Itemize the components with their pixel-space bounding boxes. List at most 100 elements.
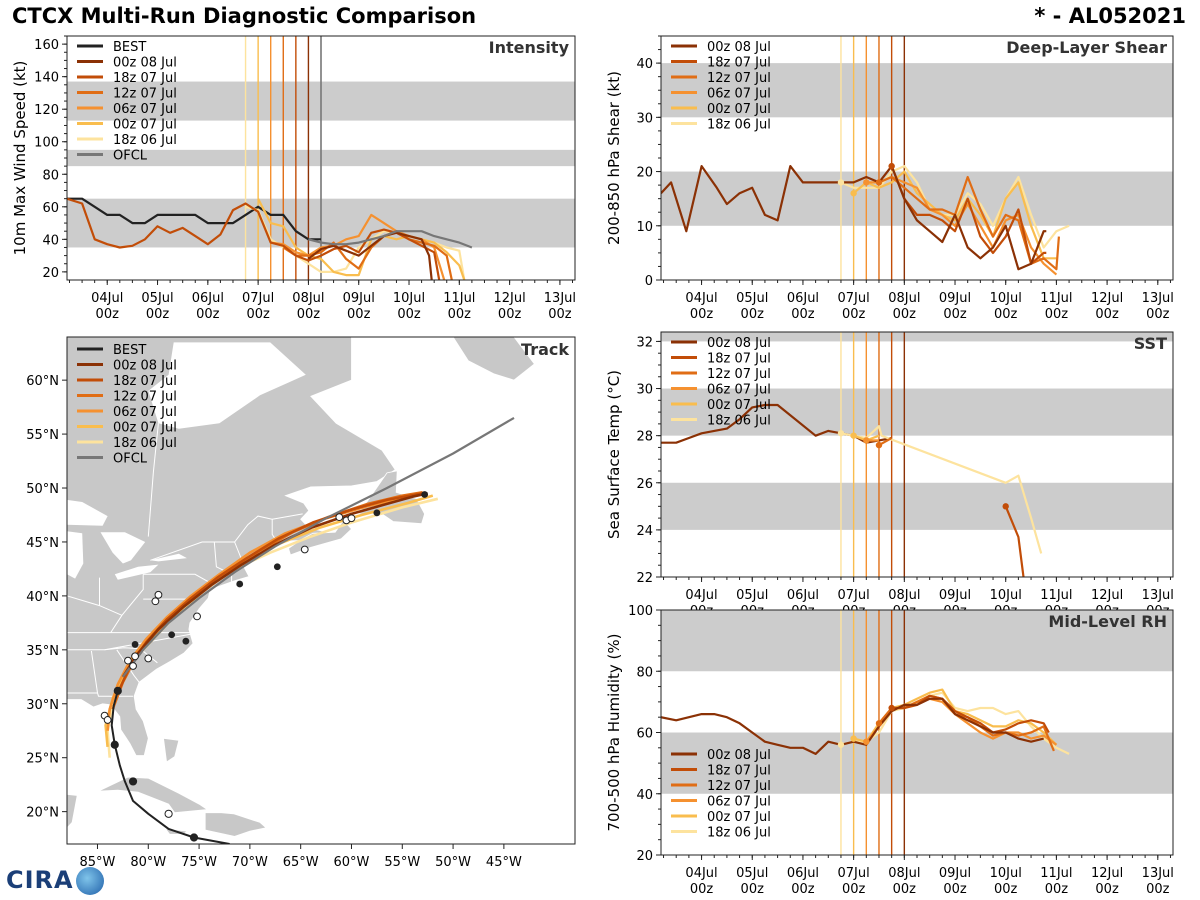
sst-xtick-label: 11Jul — [1040, 588, 1072, 603]
intensity-panel-title: Intensity — [489, 38, 570, 57]
intensity-ytick-label: 160 — [34, 38, 59, 53]
shear-xtick-label: 00z — [994, 307, 1018, 322]
shear-ytick-label: 30 — [636, 111, 653, 126]
rh-legend-label: 06z 07 Jul — [707, 795, 771, 810]
shear-ylabel: 200-850 hPa Shear (kt) — [605, 71, 623, 245]
rh-xtick-label: 00z — [842, 882, 866, 897]
track-plot-area — [67, 337, 575, 844]
track-point-open — [347, 514, 356, 523]
rh-xtick-label: 00z — [741, 882, 765, 897]
shear-xtick-label: 00z — [741, 307, 765, 322]
shear-xtick-label: 05Jul — [736, 291, 768, 306]
sst-xtick-label: 10Jul — [990, 588, 1022, 603]
intensity-ylabel: 10m Max Wind Speed (kt) — [11, 61, 29, 256]
track-point-open — [151, 597, 160, 606]
rh-xtick-label: 06Jul — [787, 866, 819, 881]
sst-legend-label: 00z 07 Jul — [707, 398, 771, 413]
sst-ytick-label: 28 — [636, 430, 653, 445]
rh-xtick-label: 00z — [791, 882, 815, 897]
sst-panel-title: SST — [1134, 334, 1167, 353]
intensity-panel: 2040608010012014016004Jul00z05Jul00z06Ju… — [11, 35, 576, 322]
sst-ytick-label: 24 — [636, 524, 653, 539]
intensity-legend-label: 06z 07 Jul — [113, 102, 177, 117]
rh-xtick-label: 00z — [943, 882, 967, 897]
intensity-xtick-label: 05Jul — [141, 291, 173, 306]
track-lat-label: 50°N — [26, 482, 59, 497]
shear-xtick-label: 12Jul — [1091, 291, 1123, 306]
border-ga-sc — [116, 649, 140, 683]
intensity-legend-label: BEST — [113, 40, 146, 55]
shear-ytick-label: 0 — [645, 274, 653, 289]
rh-xtick-label: 00z — [994, 882, 1018, 897]
track-lat-label: 35°N — [26, 644, 59, 659]
track-lat-label: 30°N — [26, 698, 59, 713]
sst-ytick-label: 32 — [636, 335, 653, 350]
sst-init-marker — [1002, 503, 1009, 510]
track-legend-label: 00z 08 Jul — [113, 359, 177, 374]
intensity-xtick-label: 00z — [297, 307, 321, 322]
rh-xtick-label: 04Jul — [685, 866, 717, 881]
border-nb-qc — [272, 513, 303, 520]
rh-band — [661, 732, 1173, 794]
sst-init-marker — [837, 430, 845, 437]
intensity-xtick-label: 00z — [196, 307, 220, 322]
border-wv-oh — [110, 574, 144, 633]
rh-plot-area — [661, 610, 1173, 855]
sst-xtick-label: 07Jul — [838, 588, 870, 603]
best-track-point — [164, 809, 173, 818]
best-track-point — [128, 777, 138, 786]
shear-series-line — [852, 170, 1057, 260]
shear-xtick-label: 04Jul — [685, 291, 717, 306]
intensity-series-line — [308, 230, 473, 249]
sst-init-marker — [850, 432, 857, 439]
intensity-xtick-label: 00z — [96, 307, 120, 322]
lake-ontario — [150, 553, 187, 562]
sst-xtick-label: 13Jul — [1142, 588, 1174, 603]
shear-xtick-label: 10Jul — [990, 291, 1022, 306]
track-point-open — [154, 590, 163, 599]
intensity-xtick-label: 06Jul — [192, 291, 224, 306]
intensity-ytick-label: 40 — [42, 233, 59, 248]
intensity-xtick-label: 12Jul — [493, 291, 525, 306]
sst-band — [661, 482, 1173, 530]
shear-legend-label: 18z 07 Jul — [707, 56, 771, 71]
sst-legend-label: 18z 06 Jul — [707, 414, 771, 429]
border-on-qc — [147, 423, 159, 537]
intensity-xtick-label: 00z — [548, 307, 572, 322]
intensity-series-line — [307, 231, 433, 280]
track-legend-label: 12z 07 Jul — [113, 390, 177, 405]
track-point-open — [129, 662, 137, 670]
shear-xtick-label: 09Jul — [939, 291, 971, 306]
track-lat-label: 55°N — [26, 428, 59, 443]
intensity-xtick-label: 10Jul — [393, 291, 425, 306]
shear-legend-label: 00z 07 Jul — [707, 102, 771, 117]
rh-init-marker — [875, 720, 883, 727]
intensity-legend-label: 18z 07 Jul — [113, 71, 177, 86]
track-line — [122, 416, 515, 678]
rh-legend-label: 00z 08 Jul — [707, 748, 771, 763]
rh-xtick-label: 00z — [1146, 882, 1170, 897]
rh-init-marker — [888, 704, 895, 712]
shear-ytick-label: 20 — [636, 166, 653, 181]
shear-xtick-label: 13Jul — [1142, 291, 1174, 306]
globe-icon — [76, 867, 104, 895]
intensity-xtick-label: 00z — [498, 307, 522, 322]
track-frame — [66, 336, 576, 845]
border-us-canada — [150, 515, 280, 561]
rh-init-marker — [863, 738, 870, 745]
lake-superior — [67, 499, 108, 526]
rh-xtick-label: 00z — [1095, 882, 1119, 897]
rh-band — [661, 610, 1173, 672]
sst-xtick-label: 05Jul — [736, 588, 768, 603]
shear-xtick-label: 00z — [943, 307, 967, 322]
track-lat-label: 60°N — [26, 374, 59, 389]
land-cuba — [98, 776, 209, 814]
shear-xtick-label: 06Jul — [787, 291, 819, 306]
intensity-xtick-label: 00z — [448, 307, 472, 322]
figure-title: CTCX Multi-Run Diagnostic Comparison — [12, 4, 477, 28]
track-legend-label: 00z 07 Jul — [113, 421, 177, 436]
sst-xtick-label: 06Jul — [787, 588, 819, 603]
shear-xtick-label: 07Jul — [838, 291, 870, 306]
rh-xtick-label: 09Jul — [939, 866, 971, 881]
rh-series-line — [840, 691, 1070, 755]
